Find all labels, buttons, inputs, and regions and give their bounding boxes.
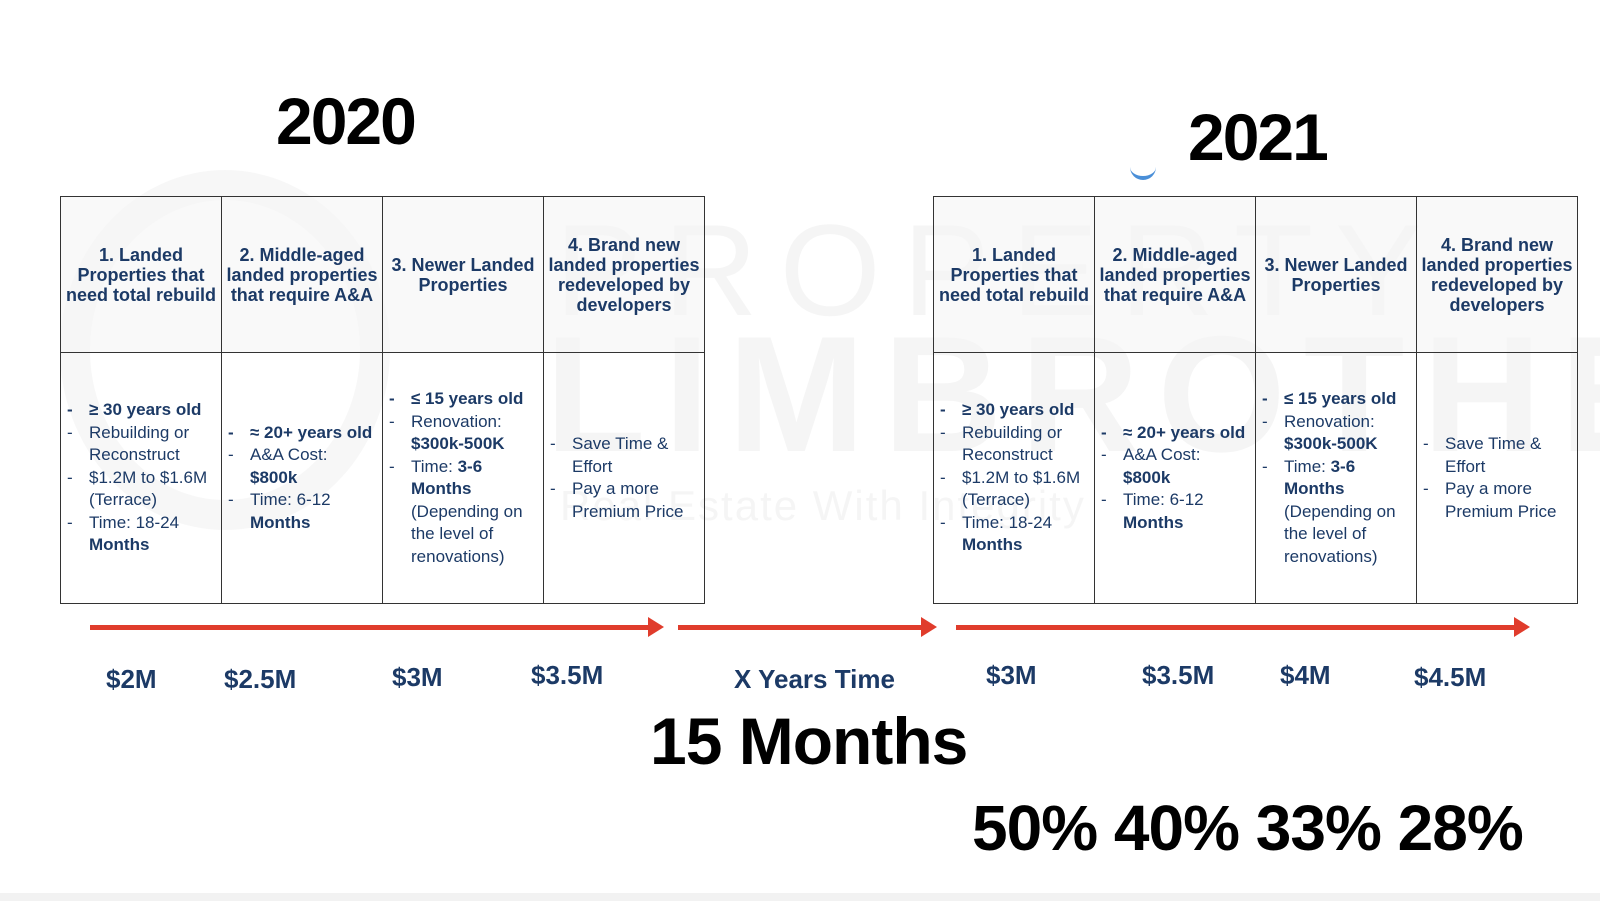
- detail-age: ≥ 30 years old: [934, 399, 1090, 422]
- time-value: Months: [1123, 512, 1184, 532]
- detail-time: Time: 3-6 Months (Depending on the level…: [1256, 456, 1412, 569]
- detail-cell-3: ≤ 15 years old Renovation: $300k-500K Ti…: [1255, 352, 1417, 604]
- detail-age: ≤ 15 years old: [383, 388, 539, 411]
- category-header-4: 4. Brand new landed properties redevelop…: [543, 196, 705, 353]
- category-header-2: 2. Middle-aged landed properties that re…: [1094, 196, 1256, 353]
- detail-time: Time: 6-12 Months: [1095, 489, 1251, 534]
- renovation-label: Renovation:: [1284, 411, 1375, 431]
- detail-time: Time: 18-24 Months: [934, 512, 1090, 557]
- price-2021-4: $4.5M: [1414, 662, 1487, 692]
- detail-age: ≤ 15 years old: [1256, 388, 1412, 411]
- detail-cell-2: ≈ 20+ years old A&A Cost: $800k Time: 6-…: [221, 352, 383, 604]
- property-table-2020: 1. Landed Properties that need total reb…: [60, 196, 705, 604]
- time-label: Time:: [1284, 456, 1331, 476]
- detail-time: Time: 18-24 Months: [61, 512, 217, 557]
- duration-label: 15 Months: [650, 704, 968, 778]
- detail-cell-1: ≥ 30 years old Rebuilding or Reconstruct…: [60, 352, 222, 604]
- detail-benefit-1: Save Time & Effort: [1417, 433, 1573, 478]
- property-table-2021: 1. Landed Properties that need total reb…: [933, 196, 1578, 604]
- time-value: 3-6 Months: [411, 456, 483, 499]
- detail-cost: A&A Cost: $800k: [222, 444, 378, 489]
- detail-time: Time: 6-12 Months: [222, 489, 378, 534]
- detail-age: ≈ 20+ years old: [1095, 422, 1251, 445]
- bottom-bar: [0, 893, 1600, 901]
- cost-value: $800k: [1123, 467, 1171, 487]
- detail-benefit-2: Pay a more Premium Price: [544, 478, 700, 523]
- time-label: Time: 6-12: [1123, 490, 1204, 510]
- detail-cell-2: ≈ 20+ years old A&A Cost: $800k Time: 6-…: [1094, 352, 1256, 604]
- percentages-label: 50% 40% 33% 28%: [972, 792, 1524, 864]
- time-value: Months: [89, 535, 150, 555]
- category-header-2: 2. Middle-aged landed properties that re…: [221, 196, 383, 353]
- detail-cost: A&A Cost: $800k: [1095, 444, 1251, 489]
- time-value: 3-6 Months: [1284, 456, 1356, 499]
- price-2020-1: $2M: [106, 664, 157, 694]
- cost-label: A&A Cost:: [1123, 445, 1201, 465]
- price-2020-4: $3.5M: [531, 660, 604, 690]
- detail-rebuild: Rebuilding or Reconstruct: [61, 422, 217, 467]
- detail-age: ≈ 20+ years old: [222, 422, 378, 445]
- cost-label: A&A Cost:: [250, 445, 328, 465]
- middle-label: X Years Time: [734, 664, 895, 694]
- detail-cell-3: ≤ 15 years old Renovation: $300k-500K Ti…: [382, 352, 544, 604]
- time-label: Time: 18-24: [962, 512, 1053, 532]
- price-2021-2: $3.5M: [1142, 660, 1215, 690]
- renovation-label: Renovation:: [411, 411, 502, 431]
- detail-cost: $1.2M to $1.6M (Terrace): [934, 467, 1090, 512]
- blue-mark-icon: [1130, 164, 1156, 180]
- detail-cell-4: Save Time & Effort Pay a more Premium Pr…: [1416, 352, 1578, 604]
- category-header-3: 3. Newer Landed Properties: [382, 196, 544, 353]
- detail-renovation: Renovation: $300k-500K: [383, 411, 539, 456]
- price-2021-3: $4M: [1280, 660, 1331, 690]
- detail-rebuild: Rebuilding or Reconstruct: [934, 422, 1090, 467]
- price-2021-1: $3M: [986, 660, 1037, 690]
- time-label: Time:: [411, 456, 458, 476]
- price-2020-3: $3M: [392, 662, 443, 692]
- category-header-1: 1. Landed Properties that need total reb…: [933, 196, 1095, 353]
- detail-age: ≥ 30 years old: [61, 399, 217, 422]
- category-header-1: 1. Landed Properties that need total reb…: [60, 196, 222, 353]
- cost-value: $800k: [250, 467, 298, 487]
- time-label: Time: 18-24: [89, 512, 180, 532]
- category-header-4: 4. Brand new landed properties redevelop…: [1416, 196, 1578, 353]
- detail-cell-1: ≥ 30 years old Rebuilding or Reconstruct…: [933, 352, 1095, 604]
- year-2020-title: 2020: [276, 84, 417, 158]
- detail-time: Time: 3-6 Months (Depending on the level…: [383, 456, 539, 569]
- arrow-right-icon: [956, 617, 1530, 637]
- time-label: Time: 6-12: [250, 490, 331, 510]
- arrow-right-icon: [678, 617, 937, 637]
- price-2020-2: $2.5M: [224, 664, 297, 694]
- time-value: Months: [962, 535, 1023, 555]
- detail-benefit-2: Pay a more Premium Price: [1417, 478, 1573, 523]
- detail-cell-4: Save Time & Effort Pay a more Premium Pr…: [543, 352, 705, 604]
- detail-renovation: Renovation: $300k-500K: [1256, 411, 1412, 456]
- time-note: (Depending on the level of renovations): [1284, 501, 1396, 566]
- arrow-right-icon: [90, 617, 664, 637]
- time-value: Months: [250, 512, 311, 532]
- year-2021-title: 2021: [1188, 100, 1329, 174]
- renovation-value: $300k-500K: [411, 434, 505, 453]
- renovation-value: $300k-500K: [1284, 434, 1378, 453]
- detail-benefit-1: Save Time & Effort: [544, 433, 700, 478]
- category-header-3: 3. Newer Landed Properties: [1255, 196, 1417, 353]
- detail-cost: $1.2M to $1.6M (Terrace): [61, 467, 217, 512]
- time-note: (Depending on the level of renovations): [411, 501, 523, 566]
